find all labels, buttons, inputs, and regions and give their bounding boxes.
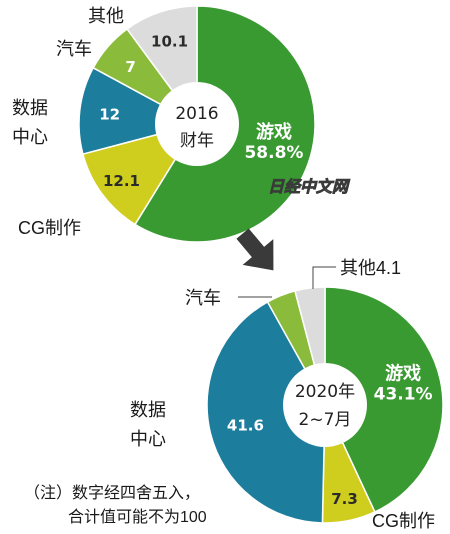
- slice-category-label: 数据: [130, 400, 166, 420]
- slice-name-label: 游戏: [385, 363, 421, 385]
- pie-center-hole: [283, 363, 367, 447]
- slice-category-label: 汽车: [185, 288, 221, 308]
- pie-center-label: 2020年: [295, 382, 355, 402]
- slice-value-label: 58.8%: [244, 143, 303, 163]
- pie-center-label: 2016: [175, 104, 218, 124]
- watermark-text: 日经中文网: [268, 177, 351, 196]
- slice-value-label: 41.6: [227, 417, 264, 435]
- pie-slice: [324, 286, 444, 513]
- slice-category-label: CG制作: [372, 511, 435, 531]
- slice-category-label: 中心: [130, 429, 166, 449]
- slice-value-label: 7.3: [331, 490, 358, 508]
- pie-center-label: 2~7月: [299, 410, 352, 430]
- slice-value-label: 12: [99, 106, 120, 124]
- footnote-line1: （注）数字经四舍五入，: [24, 484, 200, 502]
- pie-slice: [206, 300, 326, 524]
- pie-slice: [78, 66, 200, 155]
- slice-category-label: 汽车: [56, 39, 92, 59]
- pie-center-label: 财年: [180, 131, 214, 151]
- slice-value-label: 7: [125, 58, 135, 76]
- slice-category-label: 其他: [88, 6, 124, 26]
- footnote-line2: 合计值可能不为100: [68, 508, 207, 526]
- slice-category-label: 中心: [12, 127, 48, 147]
- slice-name-label: 游戏: [256, 121, 292, 143]
- slice-category-label: CG制作: [18, 218, 81, 238]
- down-arrow-icon: [236, 228, 274, 271]
- pie-center-hole: [155, 82, 239, 166]
- slice-value-label: 10.1: [151, 32, 188, 50]
- leader-line: [312, 266, 336, 289]
- slice-category-label: 其他4.1: [340, 258, 401, 278]
- slice-value-label: 43.1%: [374, 385, 433, 405]
- slice-category-label: 数据: [12, 98, 48, 118]
- slice-value-label: 12.1: [103, 172, 140, 190]
